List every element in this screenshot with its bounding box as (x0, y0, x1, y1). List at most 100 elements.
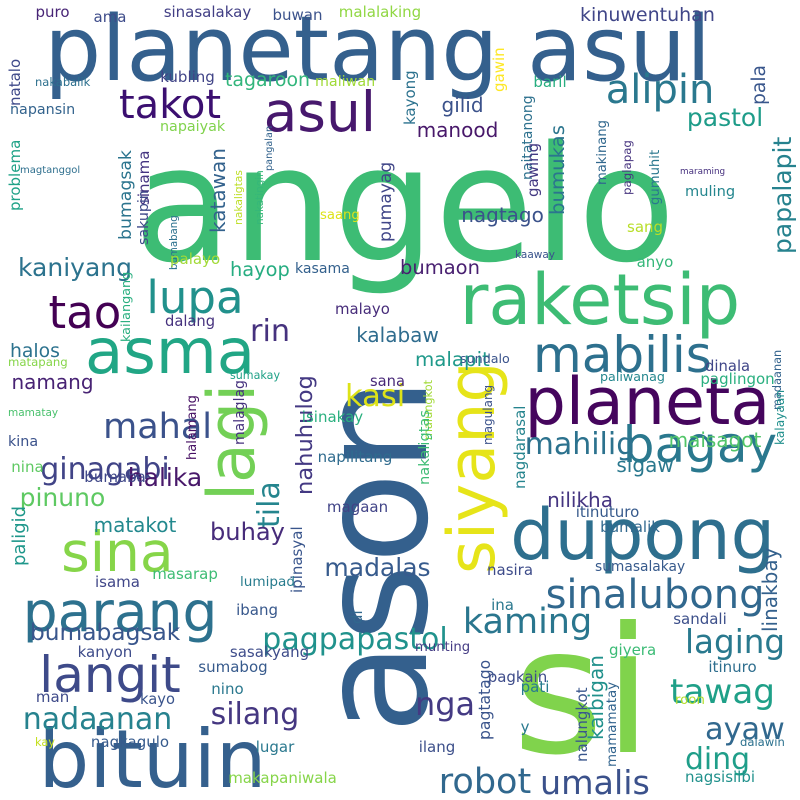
cloud-word: katawan (206, 148, 230, 233)
cloud-word: sumabog (198, 658, 268, 676)
cloud-word: bumalik (600, 518, 660, 536)
cloud-word: kanyon (77, 643, 133, 661)
cloud-word: ina (491, 596, 514, 614)
cloud-word: maisagot (668, 428, 762, 452)
cloud-word: kaniyang (18, 253, 132, 282)
cloud-word: isama (95, 573, 140, 591)
cloud-word: sana (370, 373, 405, 391)
cloud-word: isinakay (301, 408, 364, 426)
cloud-word: makapaniwala (228, 769, 337, 787)
cloud-word: gumuhit (647, 149, 663, 205)
cloud-word: lumipad (240, 573, 295, 590)
cloud-word: kubling (160, 68, 215, 86)
cloud-word: makinang (594, 120, 610, 185)
cloud-word: lugar (255, 738, 295, 756)
cloud-word: nalungkot (573, 687, 591, 762)
cloud-word: puro (35, 3, 70, 21)
cloud-word: nagdarasal (511, 405, 529, 489)
cloud-word: nina (11, 458, 44, 476)
cloud-word: ding (685, 742, 750, 778)
cloud-word: baril (533, 73, 567, 91)
cloud-word: dalawin (740, 734, 785, 749)
cloud-word: sumasalakay (595, 558, 686, 575)
cloud-word: gawin (490, 47, 508, 93)
cloud-word: sinalubong (545, 572, 765, 618)
cloud-word: asma (85, 315, 256, 389)
cloud-word: paglapag (620, 140, 635, 195)
cloud-word: saang (320, 207, 360, 223)
cloud-word: gawing (524, 142, 542, 198)
cloud-word: magaan (326, 498, 389, 516)
cloud-word: pagkain (487, 668, 548, 686)
cloud-word: hayop (230, 258, 290, 282)
cloud-word: nilikha (547, 488, 613, 512)
cloud-word: asul (263, 80, 377, 144)
cloud-word: mahal (103, 407, 212, 447)
cloud-word: magtanggol (20, 164, 81, 176)
cloud-word: parang (22, 580, 218, 644)
cloud-word: kay (35, 735, 55, 749)
cloud-word: napilitang (317, 448, 393, 466)
cloud-word: pagpapastol (262, 622, 448, 657)
cloud-word: munting (415, 639, 471, 655)
cloud-word: dinala (705, 358, 751, 376)
cloud-word: matapang (8, 354, 68, 369)
cloud-word: nahuhulog (291, 375, 318, 495)
cloud-word: palayo (170, 250, 221, 268)
cloud-word: dalang (165, 313, 216, 331)
cloud-word: masarap (152, 565, 218, 583)
cloud-word: ayaw (705, 711, 785, 747)
cloud-word: bumabagsak (30, 618, 181, 646)
cloud-word: nadaanan (22, 702, 173, 737)
cloud-word: raketsip (459, 259, 741, 341)
cloud-word: sigaw (616, 453, 674, 477)
cloud-word: umalis (540, 762, 650, 800)
cloud-word: pumayag (375, 161, 396, 242)
cloud-word: planeta (524, 365, 771, 440)
cloud-word: lupa (146, 271, 244, 324)
cloud-word: angelo (133, 111, 676, 298)
cloud-word: bumaon (400, 256, 480, 280)
cloud-word: papalapit (768, 136, 797, 254)
cloud-word: nakatingin (253, 170, 266, 225)
cloud-word: sina (61, 520, 174, 584)
cloud-word: anyo (636, 253, 674, 271)
cloud-word: mahilig (524, 427, 636, 462)
cloud-word: tawag (670, 672, 775, 713)
cloud-word: silang (210, 697, 300, 732)
cloud-word: nino (211, 680, 244, 698)
cloud-word: kailangang (119, 271, 135, 342)
cloud-word: nagkagulo (90, 733, 170, 751)
cloud-word: bumukas (545, 124, 569, 215)
cloud-word: kaming (462, 602, 593, 642)
cloud-word: giyera (609, 641, 657, 659)
cloud-word: itinuturo (575, 503, 640, 521)
cloud-word: kasama (295, 261, 350, 278)
cloud-word: manood (416, 118, 499, 142)
cloud-word: nagtago (461, 203, 544, 227)
cloud-word: kina (8, 434, 39, 451)
cloud-word: pagtatago (476, 659, 495, 740)
cloud-word: nakabalik (35, 74, 91, 89)
cloud-word: bumagsak (116, 150, 137, 240)
cloud-word: pastol (686, 103, 764, 132)
cloud-word: malaglag (231, 380, 248, 445)
cloud-word: nasira (487, 561, 534, 579)
cloud-word: y (520, 718, 530, 736)
cloud-word: halamang (185, 395, 200, 460)
cloud-word: maraming (680, 167, 726, 178)
cloud-word: paligid (9, 506, 30, 566)
cloud-word: sumakay (230, 369, 281, 382)
cloud-word: kalabaw (356, 323, 439, 347)
cloud-word: namang (11, 370, 94, 394)
cloud-word: kasi (345, 379, 406, 415)
cloud-word: kayo (140, 691, 175, 709)
cloud-word: napaiyak (160, 119, 226, 136)
cloud-word: maliwan (315, 74, 376, 91)
cloud-word: pangalan (263, 125, 275, 171)
cloud-word: bituin (38, 713, 267, 800)
cloud-word: halika (127, 463, 203, 492)
cloud-word: si (512, 591, 653, 794)
cloud-word: dupong (510, 494, 776, 576)
cloud-word: bagay (622, 416, 778, 474)
